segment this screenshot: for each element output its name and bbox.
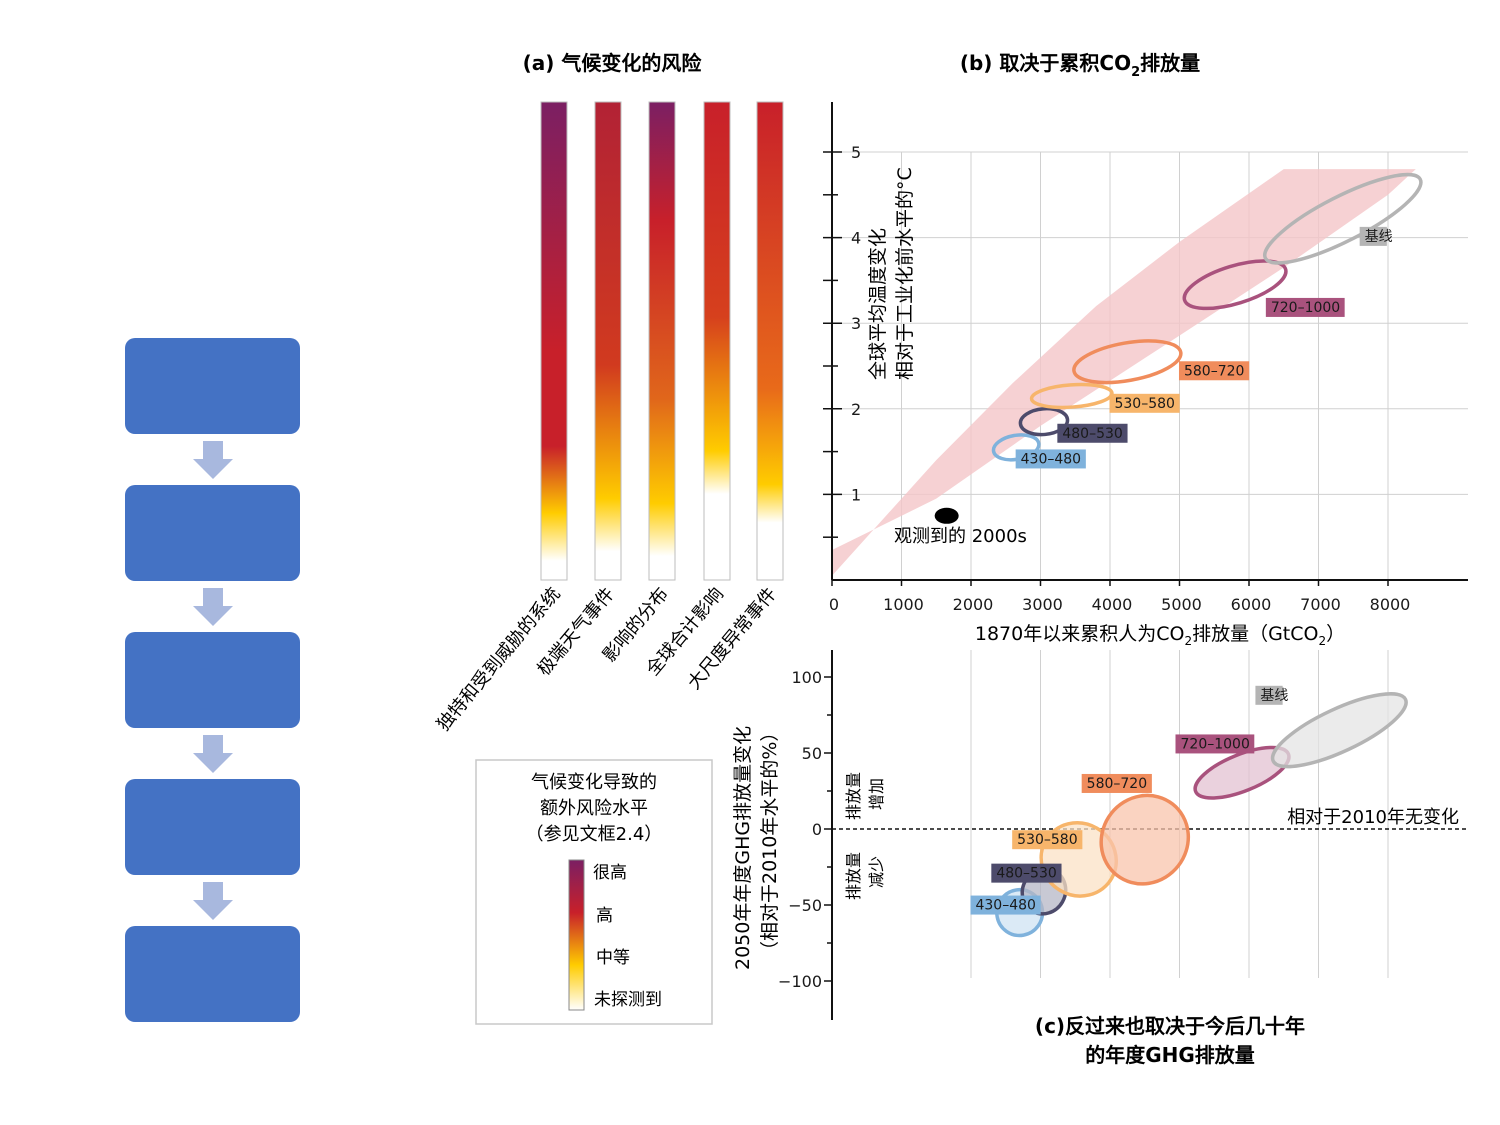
risk-bar-1 xyxy=(540,101,568,581)
panel-b-plot: 1 2 3 4 5 0 1000 2000 3000 4000 5000 6000 7000 8000 观测… xyxy=(823,102,1468,614)
panel-c-title-line-2: 的年度GHG排放量 xyxy=(1085,1043,1255,1067)
observed-point xyxy=(934,507,959,524)
panel-c-title-line-1: (c)反过来也取决于今后几十年 xyxy=(1035,1014,1305,1038)
y-tick-label: −100 xyxy=(778,972,822,991)
panel-c-tag-3: 530–580 xyxy=(1017,832,1077,848)
x-tick-label: 4000 xyxy=(1092,595,1133,614)
panel-c-ylabel-line-2: （相对于2010年水平的%） xyxy=(759,723,781,960)
x-tick-label: 2000 xyxy=(953,595,994,614)
legend-level-medium: 中等 xyxy=(596,948,630,968)
panel-b-xlabel: 1870年以来累积人为CO2排放量（GtCO2） xyxy=(975,623,1345,648)
panel-a-title: (a) 气候变化的风险 xyxy=(523,51,703,75)
panel-b-tag-5: 720–1000 xyxy=(1271,300,1340,316)
flow-arrow-down-icon xyxy=(193,441,233,479)
y-tick-label: 4 xyxy=(851,229,861,248)
panel-b-title: (b) 取决于累积CO2排放量 xyxy=(960,51,1200,80)
panel-b-tag-bg-1 xyxy=(1015,449,1086,469)
y-tick-label: 2 xyxy=(851,400,861,419)
y-tick-label: 3 xyxy=(851,314,861,333)
panel-b-ylabel-line-2: 相对于工业化前水平的°C xyxy=(894,167,916,380)
flow-arrow-down-icon xyxy=(193,735,233,773)
legend-title-line-3: （参见文框2.4） xyxy=(526,824,663,845)
panel-c-ylabel-line-1: 2050年年度GHG排放量变化 xyxy=(732,726,754,970)
y-tick-label: −50 xyxy=(788,896,822,915)
panel-b-ylabel-line-1: 全球平均温度变化 xyxy=(867,228,889,380)
risk-bar-4 xyxy=(703,101,731,581)
panel-b-ellipse-5 xyxy=(1182,259,1288,311)
legend-title-line-1: 气候变化导致的 xyxy=(531,772,657,793)
legend-title-line-2: 额外风险水平 xyxy=(540,798,648,819)
x-tick-label: 3000 xyxy=(1022,595,1063,614)
flow-box-5 xyxy=(125,926,300,1022)
flow-box-4 xyxy=(125,779,300,875)
y-tick-label: 100 xyxy=(791,668,822,687)
flow-box-1 xyxy=(125,338,300,434)
x-tick-label: 6000 xyxy=(1231,595,1272,614)
panel-c-tag-bg-1 xyxy=(970,895,1041,915)
panel-c-ellipse-4 xyxy=(1099,793,1191,886)
panel-b-tag-1: 430–480 xyxy=(1021,451,1081,467)
y-tick-label: 0 xyxy=(812,820,822,839)
panel-b-ellipse-3 xyxy=(1029,382,1114,410)
panel-c-tag-4: 580–720 xyxy=(1087,776,1147,792)
panel-b-tag-bg-5 xyxy=(1265,297,1345,317)
panel-b-tag-3: 530–580 xyxy=(1114,396,1174,412)
panel-c-tag-bg-6 xyxy=(1255,685,1283,705)
legend-gradient xyxy=(568,859,585,1011)
panel-c-tag-bg-3 xyxy=(1012,830,1083,850)
observed-label: 观测到的 2000s xyxy=(894,526,1027,547)
panel-c-side-up-2: 增加 xyxy=(867,778,886,810)
flow-box-2 xyxy=(125,485,300,581)
reference-label: 相对于2010年无变化 xyxy=(1287,807,1459,828)
panel-b-ellipse-4 xyxy=(1072,339,1183,385)
risk-bar-3 xyxy=(648,101,676,581)
panel-c-tag-bg-2 xyxy=(991,863,1062,883)
panel-b-ellipse-6 xyxy=(1263,172,1423,265)
panel-c-tag-2: 480–530 xyxy=(996,866,1056,882)
risk-bars xyxy=(540,101,784,581)
panel-c-tag-1: 430–480 xyxy=(975,898,1035,914)
panel-b-tag-bg-6 xyxy=(1359,226,1387,246)
uncertainty-band xyxy=(832,169,1416,576)
x-tick-label: 1000 xyxy=(883,595,924,614)
panel-b-tag-bg-3 xyxy=(1109,393,1180,413)
x-tick-label: 0 xyxy=(829,595,839,614)
flow-box-3 xyxy=(125,632,300,728)
risk-bar-2 xyxy=(594,101,622,581)
legend-box xyxy=(475,759,713,1025)
panel-c-side-up-1: 排放量 xyxy=(844,772,863,820)
panel-b-ellipse-2 xyxy=(1018,406,1070,437)
panel-c-plot: 100 50 0 −50 −100 相对于2010年无变化 430–480 480–530 53… xyxy=(778,650,1468,1020)
x-tick-label: 5000 xyxy=(1161,595,1202,614)
legend-level-very-high: 很高 xyxy=(593,863,627,883)
panel-b-tag-bg-4 xyxy=(1178,361,1250,381)
panel-c-tag-bg-5 xyxy=(1175,734,1255,754)
y-tick-label: 1 xyxy=(851,485,861,504)
panel-c-tag-5: 720–1000 xyxy=(1181,736,1250,752)
legend-level-high: 高 xyxy=(596,906,613,926)
panel-c-side-down-1: 排放量 xyxy=(844,852,863,900)
panel-c-tag-6: 基线 xyxy=(1260,687,1288,704)
y-tick-label: 5 xyxy=(851,143,861,162)
panel-c-ellipse-6 xyxy=(1270,692,1408,769)
x-tick-label: 8000 xyxy=(1370,595,1411,614)
risk-bar-5 xyxy=(756,101,784,581)
panel-b-tag-4: 580–720 xyxy=(1184,363,1244,379)
panel-b-tag-6: 基线 xyxy=(1365,228,1393,245)
flow-arrow-down-icon xyxy=(193,882,233,920)
legend-level-undetected: 未探测到 xyxy=(594,990,662,1010)
panel-c-tag-bg-4 xyxy=(1081,773,1152,793)
panel-b-tag-2: 480–530 xyxy=(1062,426,1122,442)
x-tick-label: 7000 xyxy=(1300,595,1341,614)
panel-b-tag-bg-2 xyxy=(1057,423,1128,443)
flow-arrow-down-icon xyxy=(193,588,233,626)
panel-c-side-down-2: 减少 xyxy=(867,856,886,888)
y-tick-label: 50 xyxy=(802,744,822,763)
